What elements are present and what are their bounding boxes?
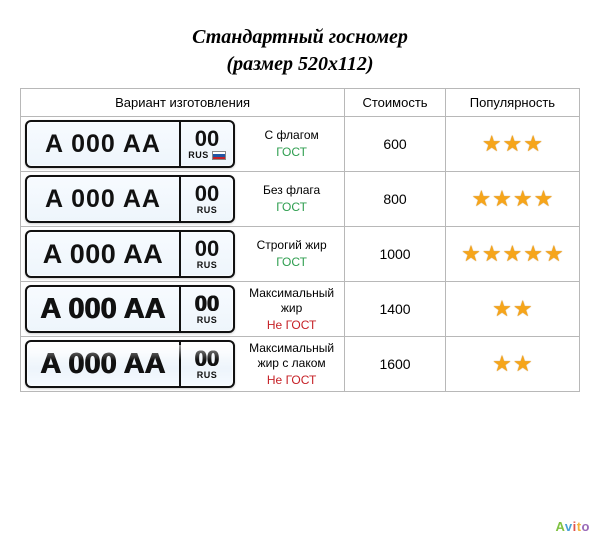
table-header-row: Вариант изготовления Стоимость Популярно…: [21, 89, 580, 117]
star-icon: ★: [482, 243, 502, 265]
star-icon: ★: [503, 133, 523, 155]
plate-region: 00RUS: [181, 287, 233, 331]
variant-description: Максимальный жир Не ГОСТ: [243, 286, 340, 333]
popularity-cell: ★★: [445, 337, 579, 392]
star-icon: ★: [513, 298, 533, 320]
variant-description: Строгий жир ГОСТ: [243, 238, 340, 270]
star-icon: ★: [503, 243, 523, 265]
star-icon: ★: [461, 243, 481, 265]
variant-name: Максимальный жир с лаком: [249, 341, 334, 370]
star-icon: ★: [513, 188, 533, 210]
plate-rus-label: RUS: [197, 261, 218, 270]
cost-cell: 1400: [345, 282, 446, 337]
star-icon: ★: [492, 353, 512, 375]
star-rating: ★★: [450, 353, 575, 375]
variant-name: С флагом: [264, 128, 318, 142]
header-cost: Стоимость: [345, 89, 446, 117]
plate-rus-label: RUS: [197, 371, 218, 380]
gost-label: ГОСТ: [243, 255, 340, 270]
variant-name: Строгий жир: [257, 238, 327, 252]
plate-rus-label: RUS: [188, 151, 209, 160]
watermark: Avito: [555, 519, 590, 534]
variant-cell: A 000 AA00RUSМаксимальный жирНе ГОСТ: [21, 282, 345, 337]
page-title: Стандартный госномер (размер 520х112): [20, 24, 580, 78]
plate-main-text: A 000 AA: [27, 177, 179, 221]
plate-rus-row: RUS: [197, 206, 218, 215]
table-row: A 000 AA00RUSБез флагаГОСТ800★★★★: [21, 172, 580, 227]
license-plate: A 000 AA00RUS: [25, 230, 235, 278]
star-icon: ★: [492, 188, 512, 210]
star-icon: ★: [544, 243, 564, 265]
plate-main-text: A 000 AA: [27, 287, 179, 331]
title-line-2: (размер 520х112): [226, 53, 373, 75]
price-table: Вариант изготовления Стоимость Популярно…: [20, 88, 580, 392]
gost-label: Не ГОСТ: [243, 318, 340, 333]
plate-region: 00RUS: [181, 232, 233, 276]
table-row: A 000 AA00RUSСтрогий жирГОСТ1000★★★★★: [21, 227, 580, 282]
title-line-1: Стандартный госномер: [192, 26, 408, 48]
plate-main-text: A 000 AA: [27, 342, 179, 386]
cost-cell: 600: [345, 117, 446, 172]
star-icon: ★: [471, 188, 491, 210]
variant-cell: A 000 AA00RUSМаксимальный жир с лакомНе …: [21, 337, 345, 392]
table-row: A 000 AA00RUSС флагомГОСТ600★★★: [21, 117, 580, 172]
header-variant: Вариант изготовления: [21, 89, 345, 117]
cost-cell: 1600: [345, 337, 446, 392]
star-icon: ★: [492, 298, 512, 320]
star-icon: ★: [482, 133, 502, 155]
gost-label: Не ГОСТ: [243, 373, 340, 388]
popularity-cell: ★★★: [445, 117, 579, 172]
flag-icon: [212, 151, 226, 160]
cost-cell: 800: [345, 172, 446, 227]
plate-region: 00RUS: [181, 177, 233, 221]
plate-main-text: A 000 AA: [27, 232, 179, 276]
variant-description: С флагом ГОСТ: [243, 128, 340, 160]
plate-rus-row: RUS: [197, 371, 218, 380]
popularity-cell: ★★: [445, 282, 579, 337]
plate-rus-label: RUS: [197, 316, 218, 325]
gost-label: ГОСТ: [243, 200, 340, 215]
variant-cell: A 000 AA00RUSБез флагаГОСТ: [21, 172, 345, 227]
plate-region-number: 00: [195, 348, 219, 370]
star-rating: ★★: [450, 298, 575, 320]
variant-name: Без флага: [263, 183, 320, 197]
variant-description: Без флага ГОСТ: [243, 183, 340, 215]
variant-description: Максимальный жир с лаком Не ГОСТ: [243, 341, 340, 388]
star-rating: ★★★★: [450, 188, 575, 210]
star-rating: ★★★: [450, 133, 575, 155]
variant-name: Максимальный жир: [249, 286, 334, 315]
plate-region-number: 00: [195, 293, 219, 315]
plate-region: 00RUS: [181, 342, 233, 386]
plate-region-number: 00: [195, 238, 219, 260]
plate-region: 00RUS: [181, 122, 233, 166]
table-row: A 000 AA00RUSМаксимальный жир с лакомНе …: [21, 337, 580, 392]
plate-rus-row: RUS: [188, 151, 226, 160]
plate-rus-label: RUS: [197, 206, 218, 215]
page: Стандартный госномер (размер 520х112) Ва…: [0, 0, 600, 402]
variant-cell: A 000 AA00RUSСтрогий жирГОСТ: [21, 227, 345, 282]
plate-region-number: 00: [195, 128, 219, 150]
star-icon: ★: [513, 353, 533, 375]
plate-main-text: A 000 AA: [27, 122, 179, 166]
license-plate: A 000 AA00RUS: [25, 175, 235, 223]
table-row: A 000 AA00RUSМаксимальный жирНе ГОСТ1400…: [21, 282, 580, 337]
gost-label: ГОСТ: [243, 145, 340, 160]
variant-cell: A 000 AA00RUSС флагомГОСТ: [21, 117, 345, 172]
star-icon: ★: [523, 243, 543, 265]
plate-rus-row: RUS: [197, 316, 218, 325]
license-plate: A 000 AA00RUS: [25, 120, 235, 168]
star-icon: ★: [523, 133, 543, 155]
star-rating: ★★★★★: [450, 243, 575, 265]
header-popularity: Популярность: [445, 89, 579, 117]
plate-region-number: 00: [195, 183, 219, 205]
popularity-cell: ★★★★: [445, 172, 579, 227]
popularity-cell: ★★★★★: [445, 227, 579, 282]
license-plate: A 000 AA00RUS: [25, 340, 235, 388]
license-plate: A 000 AA00RUS: [25, 285, 235, 333]
star-icon: ★: [534, 188, 554, 210]
cost-cell: 1000: [345, 227, 446, 282]
plate-rus-row: RUS: [197, 261, 218, 270]
